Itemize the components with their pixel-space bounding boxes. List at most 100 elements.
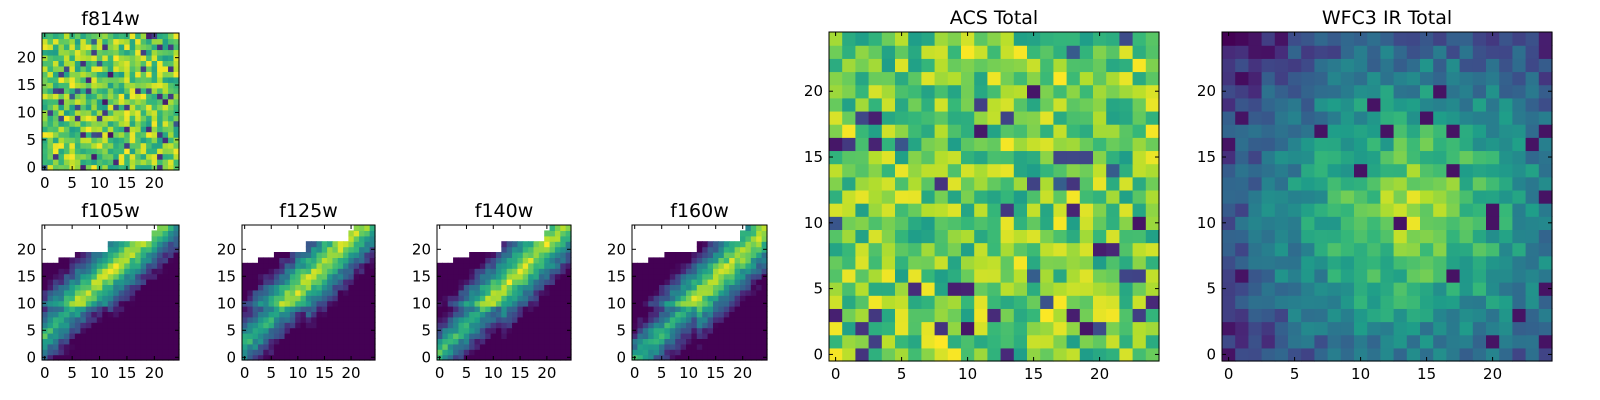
heatmap-cell xyxy=(1079,229,1094,244)
heatmap-cell xyxy=(1066,84,1081,99)
heatmap-cell xyxy=(157,82,164,89)
heatmap-cell xyxy=(47,262,54,269)
heatmap-cell xyxy=(1512,45,1527,59)
heatmap-cell xyxy=(642,349,649,356)
heatmap-cell xyxy=(987,32,1002,46)
heatmap-cell xyxy=(146,153,153,160)
heatmap-cell xyxy=(102,93,109,100)
heatmap-cell xyxy=(1406,150,1421,165)
heatmap-cell xyxy=(1288,282,1302,296)
heatmap-cell xyxy=(1248,84,1263,99)
heatmap-cell xyxy=(442,338,449,345)
heatmap-cell xyxy=(316,273,323,280)
heatmap-cell xyxy=(369,279,376,285)
heatmap-cell xyxy=(1446,84,1461,99)
heatmap-cell xyxy=(168,230,175,237)
heatmap-cell xyxy=(135,126,142,133)
heatmap-cell xyxy=(479,257,486,264)
heatmap-cell xyxy=(829,203,843,217)
heatmap-cell xyxy=(129,279,136,285)
heatmap-cell xyxy=(1486,308,1500,323)
heatmap-cell xyxy=(124,343,131,350)
heatmap-cell xyxy=(1222,347,1236,362)
heatmap-cell xyxy=(80,33,87,40)
heatmap-cell xyxy=(74,98,81,105)
heatmap-cell xyxy=(1274,334,1289,349)
heatmap-cell xyxy=(1248,229,1263,244)
heatmap-cell xyxy=(96,268,103,275)
heatmap-cell xyxy=(881,347,896,362)
heatmap-cell xyxy=(1261,32,1276,46)
heatmap-cell xyxy=(353,354,360,361)
heatmap-cell xyxy=(680,268,687,275)
heatmap-cell xyxy=(364,257,371,264)
heatmap-cell xyxy=(1040,84,1054,99)
heatmap-cell xyxy=(987,58,1002,73)
heatmap-cell xyxy=(91,87,98,94)
heatmap-cell xyxy=(1393,150,1408,165)
heatmap-cell xyxy=(1248,32,1263,46)
heatmap-cell xyxy=(332,284,339,291)
heatmap-cell xyxy=(113,65,120,72)
heatmap-cell xyxy=(1079,255,1094,270)
heatmap-cell xyxy=(1354,255,1368,270)
heatmap-cell xyxy=(157,273,164,280)
heatmap-cell xyxy=(1040,71,1054,86)
heatmap-cell xyxy=(268,284,275,291)
heatmap-cell xyxy=(961,163,975,178)
heatmap-cell xyxy=(1340,45,1355,59)
heatmap-cell xyxy=(1235,58,1249,73)
heatmap-cell xyxy=(707,262,714,269)
heatmap-cell xyxy=(653,306,660,312)
heatmap-cell xyxy=(162,49,169,56)
heatmap-cell xyxy=(107,104,114,111)
heatmap-cell xyxy=(458,268,465,275)
heatmap-cell xyxy=(1327,176,1342,191)
heatmap-cell xyxy=(1380,268,1395,283)
heatmap-cell xyxy=(129,159,136,166)
heatmap-cell xyxy=(1314,268,1329,283)
heatmap-cell xyxy=(1393,189,1408,204)
heatmap-cell xyxy=(1093,216,1107,230)
heatmap-cell xyxy=(289,333,296,339)
heatmap-cell xyxy=(1079,84,1094,99)
heatmap-cell xyxy=(47,279,54,285)
heatmap-cell xyxy=(80,131,87,138)
heatmap-cell xyxy=(1420,97,1434,112)
heatmap-cell xyxy=(908,229,922,244)
heatmap-cell xyxy=(506,338,513,345)
heatmap-cell xyxy=(680,252,687,258)
heatmap-cell xyxy=(316,354,323,361)
heatmap-cell xyxy=(348,311,355,318)
heatmap-cell xyxy=(718,268,725,275)
heatmap-cell xyxy=(868,97,883,112)
heatmap-cell xyxy=(549,252,556,258)
heatmap-cell xyxy=(257,257,264,264)
heatmap-cell xyxy=(648,273,655,280)
heatmap-cell xyxy=(686,311,692,318)
heatmap-cell xyxy=(300,306,307,312)
heatmap-cell xyxy=(675,273,682,280)
heatmap-cell xyxy=(151,327,158,334)
heatmap-cell xyxy=(696,343,703,350)
heatmap-cell xyxy=(85,109,92,116)
heatmap-cell xyxy=(1013,124,1028,138)
heatmap-cell xyxy=(1013,308,1028,323)
heatmap-cell xyxy=(47,284,54,291)
heatmap-cell xyxy=(1000,189,1015,204)
heatmap-cell xyxy=(284,327,291,334)
heatmap-cell xyxy=(1472,321,1487,336)
heatmap-cell xyxy=(327,306,334,312)
heatmap-cell xyxy=(63,142,70,149)
heatmap-cell xyxy=(295,262,302,269)
heatmap-cell xyxy=(729,268,736,275)
heatmap-cell xyxy=(369,262,376,269)
heatmap-cell xyxy=(1235,84,1249,99)
heatmap-cell xyxy=(528,268,535,275)
heatmap-cell xyxy=(750,354,757,361)
heatmap-cell xyxy=(1261,189,1276,204)
x-tick-label: 20 xyxy=(1483,365,1502,383)
heatmap-cell xyxy=(495,268,502,275)
heatmap-cell xyxy=(1367,137,1381,152)
heatmap-cell xyxy=(829,45,843,59)
